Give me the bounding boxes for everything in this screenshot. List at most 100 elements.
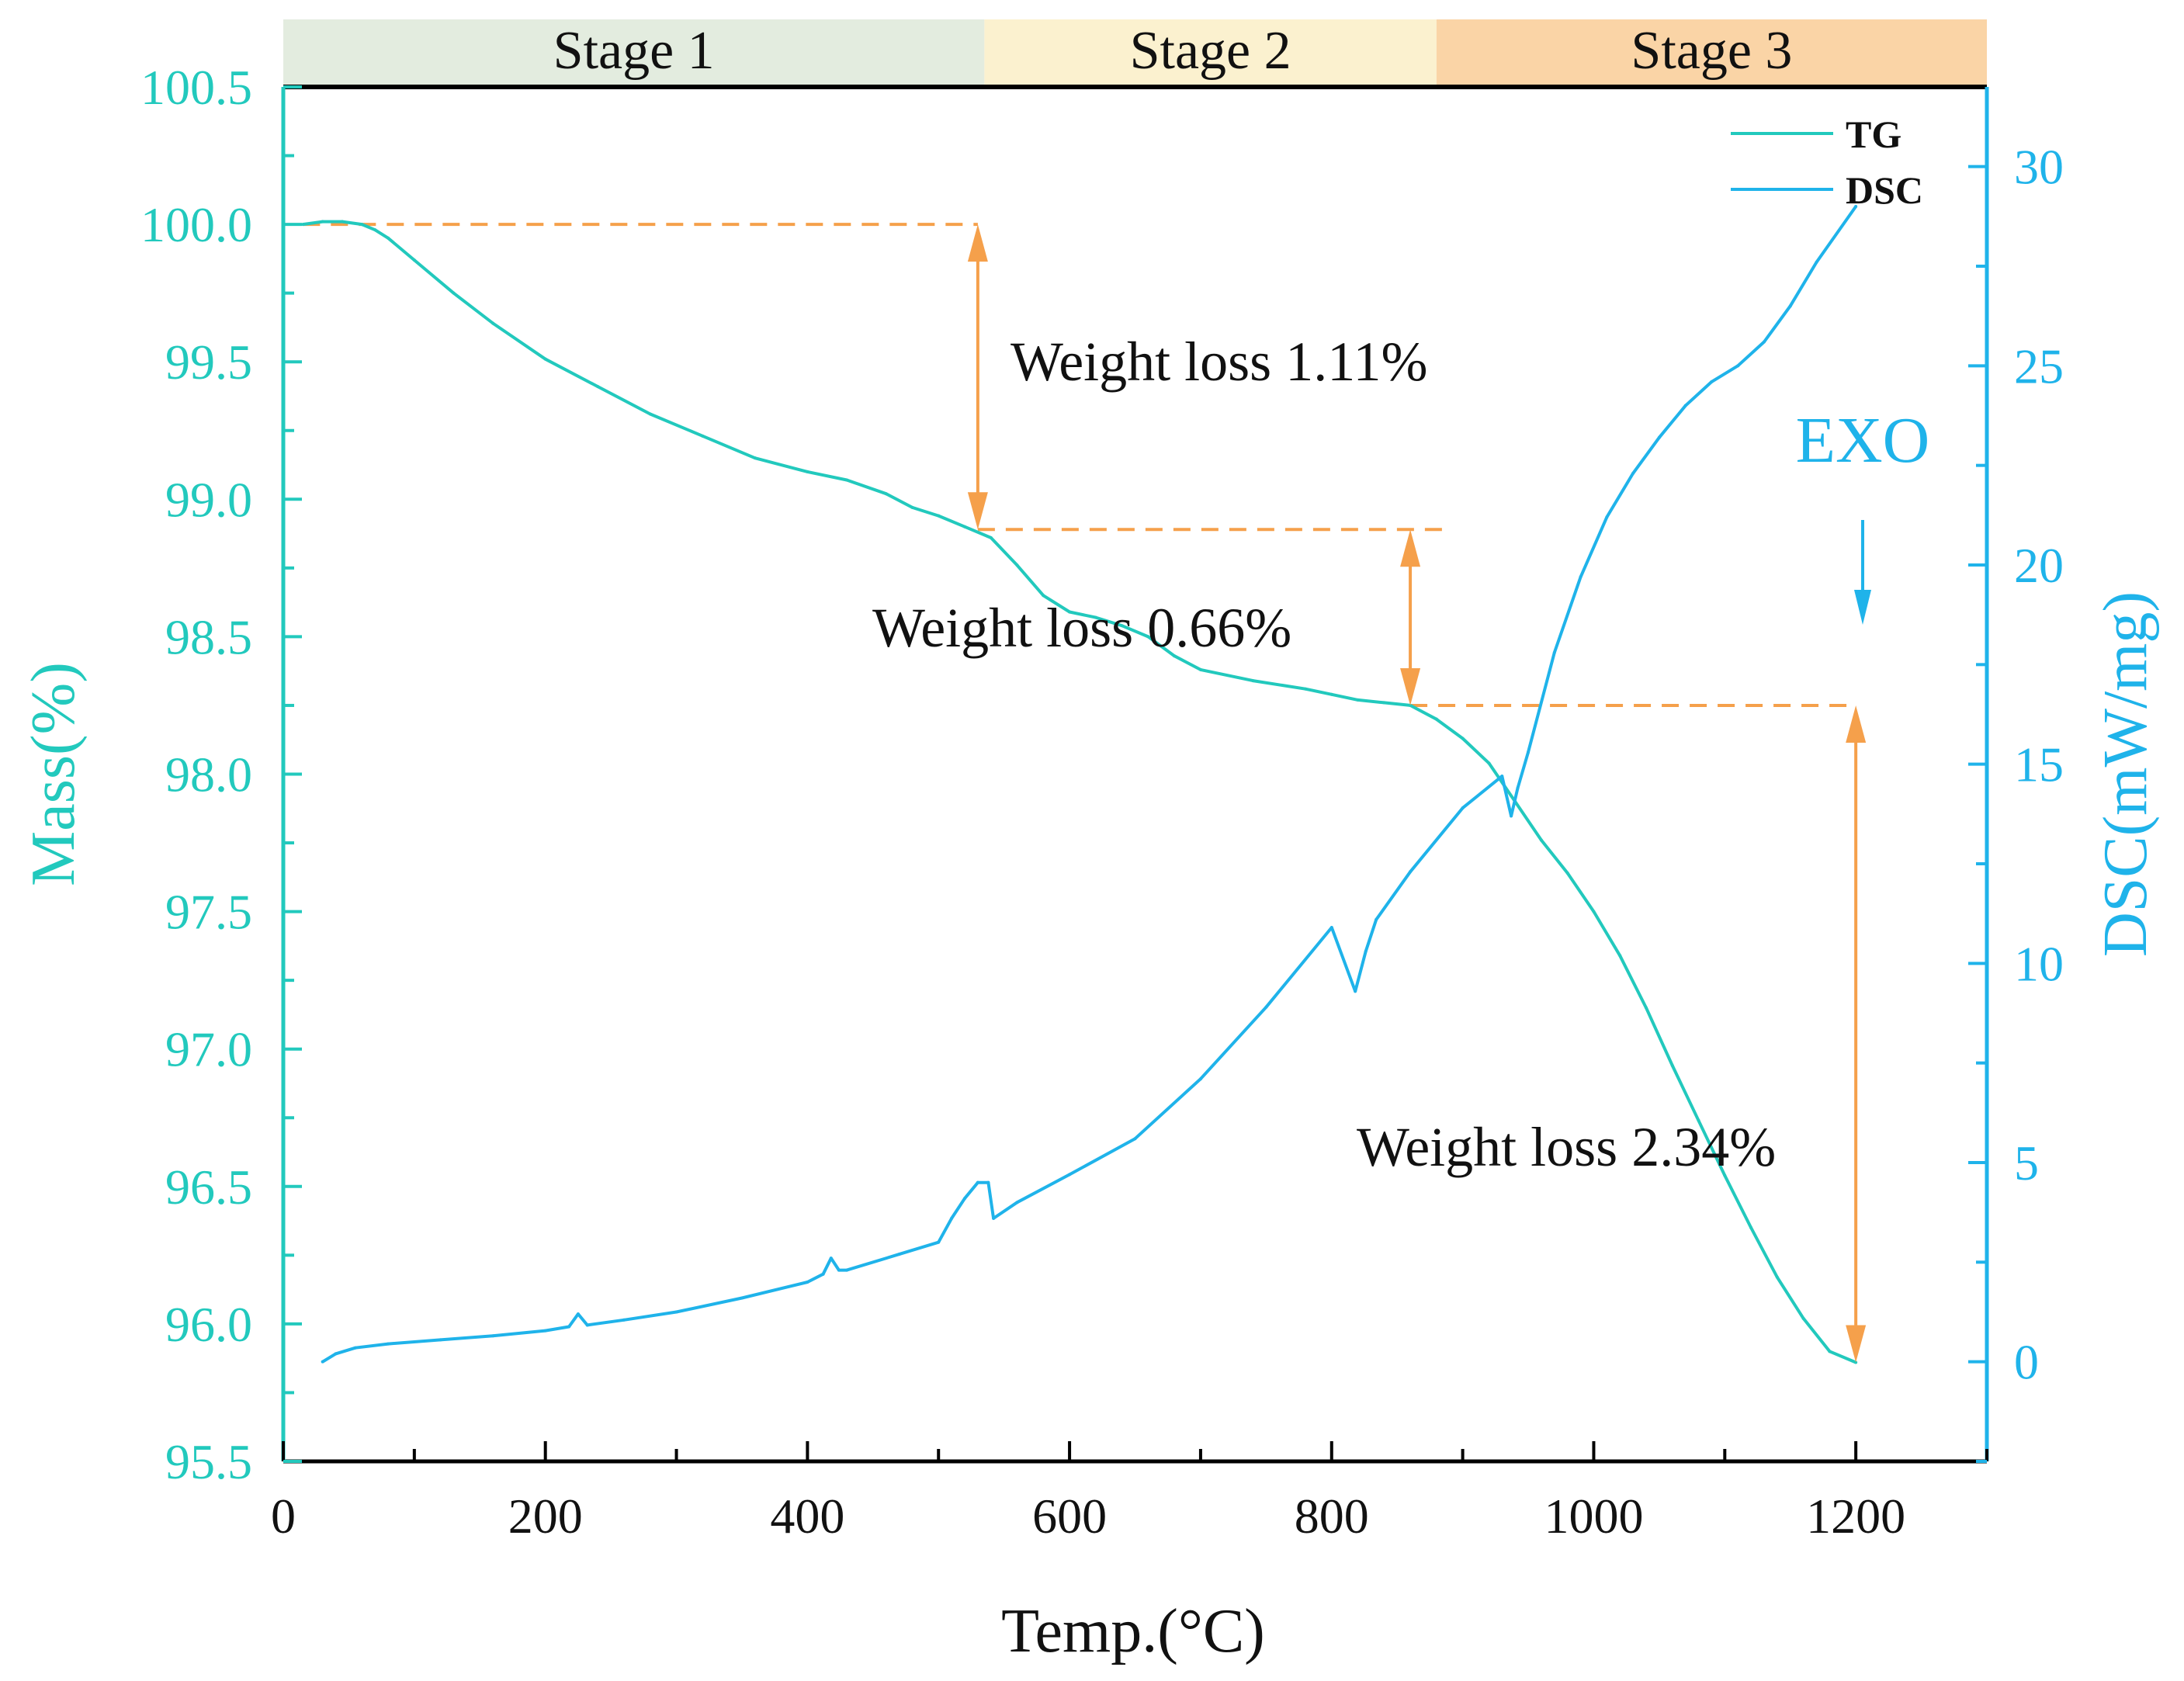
- dsc-point: [674, 1310, 678, 1314]
- right-tick-label: 25: [2014, 338, 2064, 393]
- tg-point: [1749, 1225, 1753, 1229]
- stage-band-2: [984, 19, 1437, 87]
- dsc-point: [334, 1352, 338, 1356]
- left-tick-label: 100.0: [140, 197, 252, 252]
- dsc-point: [1198, 1077, 1202, 1081]
- dsc-point: [1552, 650, 1556, 654]
- tg-point: [360, 223, 364, 227]
- dsc-point: [1516, 786, 1520, 790]
- weight-loss-arrow-1: [967, 224, 988, 530]
- right-tick-label: 15: [2014, 737, 2064, 792]
- tg-point: [1251, 679, 1255, 683]
- dsc-point: [986, 1180, 990, 1184]
- x-tick-label: 200: [508, 1489, 583, 1544]
- tg-point: [340, 220, 344, 224]
- tg-point: [806, 470, 809, 473]
- dsc-point: [950, 1216, 954, 1220]
- dsc-point: [1854, 205, 1858, 208]
- tg-point: [1094, 615, 1097, 619]
- tg-point: [1382, 701, 1386, 705]
- tg-point: [1592, 910, 1596, 913]
- tg-point: [452, 291, 456, 295]
- left-tick-label: 99.5: [165, 334, 252, 390]
- left-axis-title: Mass(%): [19, 662, 88, 886]
- tg-point: [1801, 1316, 1805, 1320]
- stage-label-3: Stage 3: [1631, 21, 1792, 81]
- legend-label-tg: TG: [1846, 113, 1901, 156]
- tg-point: [491, 321, 495, 325]
- tg-point: [1329, 692, 1333, 696]
- tg-point: [543, 357, 547, 361]
- dsc-point: [387, 1342, 390, 1346]
- right-tick-label: 0: [2014, 1335, 2039, 1390]
- arrow-head-up: [1846, 705, 1867, 743]
- dsc-point: [1500, 775, 1504, 778]
- dsc-point: [1605, 515, 1609, 519]
- dsc-point: [1133, 1137, 1137, 1141]
- dsc-point: [821, 1272, 825, 1276]
- tg-point: [884, 492, 888, 496]
- tg-point: [301, 223, 305, 227]
- dsc-point: [992, 1216, 996, 1220]
- tg-point: [1356, 698, 1360, 702]
- right-tick-label: 5: [2014, 1135, 2039, 1191]
- stage-band-1: [283, 19, 985, 87]
- dsc-point: [1264, 1005, 1268, 1009]
- dsc-point: [567, 1325, 571, 1329]
- dsc-point: [585, 1323, 589, 1327]
- dsc-point: [1579, 575, 1583, 579]
- tg-point: [910, 505, 914, 509]
- left-tick-label: 97.0: [165, 1022, 252, 1077]
- tg-point: [1120, 624, 1124, 628]
- dsc-point: [1631, 471, 1635, 475]
- dsc-curve: [321, 205, 1857, 1364]
- arrow-head-up: [967, 224, 988, 262]
- tg-point: [1198, 667, 1202, 671]
- tg-point: [1173, 654, 1177, 658]
- left-tick-label: 97.5: [165, 885, 252, 940]
- arrow-head-down: [967, 492, 988, 530]
- tg-point: [937, 514, 941, 518]
- tg-point: [1645, 1006, 1648, 1010]
- stage-band-3: [1436, 19, 1987, 87]
- tg-point: [1434, 717, 1438, 721]
- x-tick-label: 1200: [1806, 1489, 1905, 1544]
- x-tick-label: 1000: [1544, 1489, 1643, 1544]
- dsc-point: [1510, 814, 1513, 818]
- tg-point: [1015, 563, 1019, 567]
- dsc-point: [837, 1268, 841, 1272]
- left-tick-label: 98.5: [165, 609, 252, 664]
- weight-loss-arrow-3: [1846, 705, 1867, 1363]
- tg-point: [989, 535, 993, 539]
- dsc-point: [976, 1180, 979, 1184]
- dsc-point: [1683, 404, 1687, 407]
- arrow-head-down: [1400, 667, 1421, 705]
- weight-loss-label-3: Weight loss 2.34%: [1357, 1116, 1776, 1178]
- tg-curve: [303, 220, 1856, 1364]
- tg-point: [753, 456, 757, 460]
- right-tick-label: 20: [2014, 538, 2064, 593]
- tg-point: [1775, 1275, 1779, 1279]
- tg-point: [373, 228, 377, 232]
- tg-point: [596, 385, 600, 389]
- dsc-point: [1364, 949, 1368, 953]
- tg-point: [701, 434, 705, 438]
- x-tick-label: 0: [271, 1489, 296, 1544]
- left-tick-label: 96.5: [165, 1159, 252, 1215]
- dsc-point: [543, 1329, 547, 1333]
- tg-point: [321, 220, 324, 224]
- dsc-point: [1710, 380, 1714, 383]
- dsc-point: [1736, 364, 1740, 368]
- tg-point: [1565, 872, 1569, 875]
- tg-point: [1068, 610, 1072, 614]
- tg-point: [1487, 761, 1491, 765]
- tg-point: [1539, 838, 1543, 842]
- x-tick-label: 800: [1295, 1489, 1369, 1544]
- tg-point: [412, 258, 416, 262]
- dsc-point: [1762, 340, 1766, 344]
- x-tick-label: 600: [1032, 1489, 1107, 1544]
- right-axis-title: DSC(mW/mg): [2092, 591, 2160, 957]
- exo-label: EXO: [1796, 404, 1930, 477]
- dsc-point: [806, 1281, 809, 1284]
- left-tick-label: 96.0: [165, 1297, 252, 1352]
